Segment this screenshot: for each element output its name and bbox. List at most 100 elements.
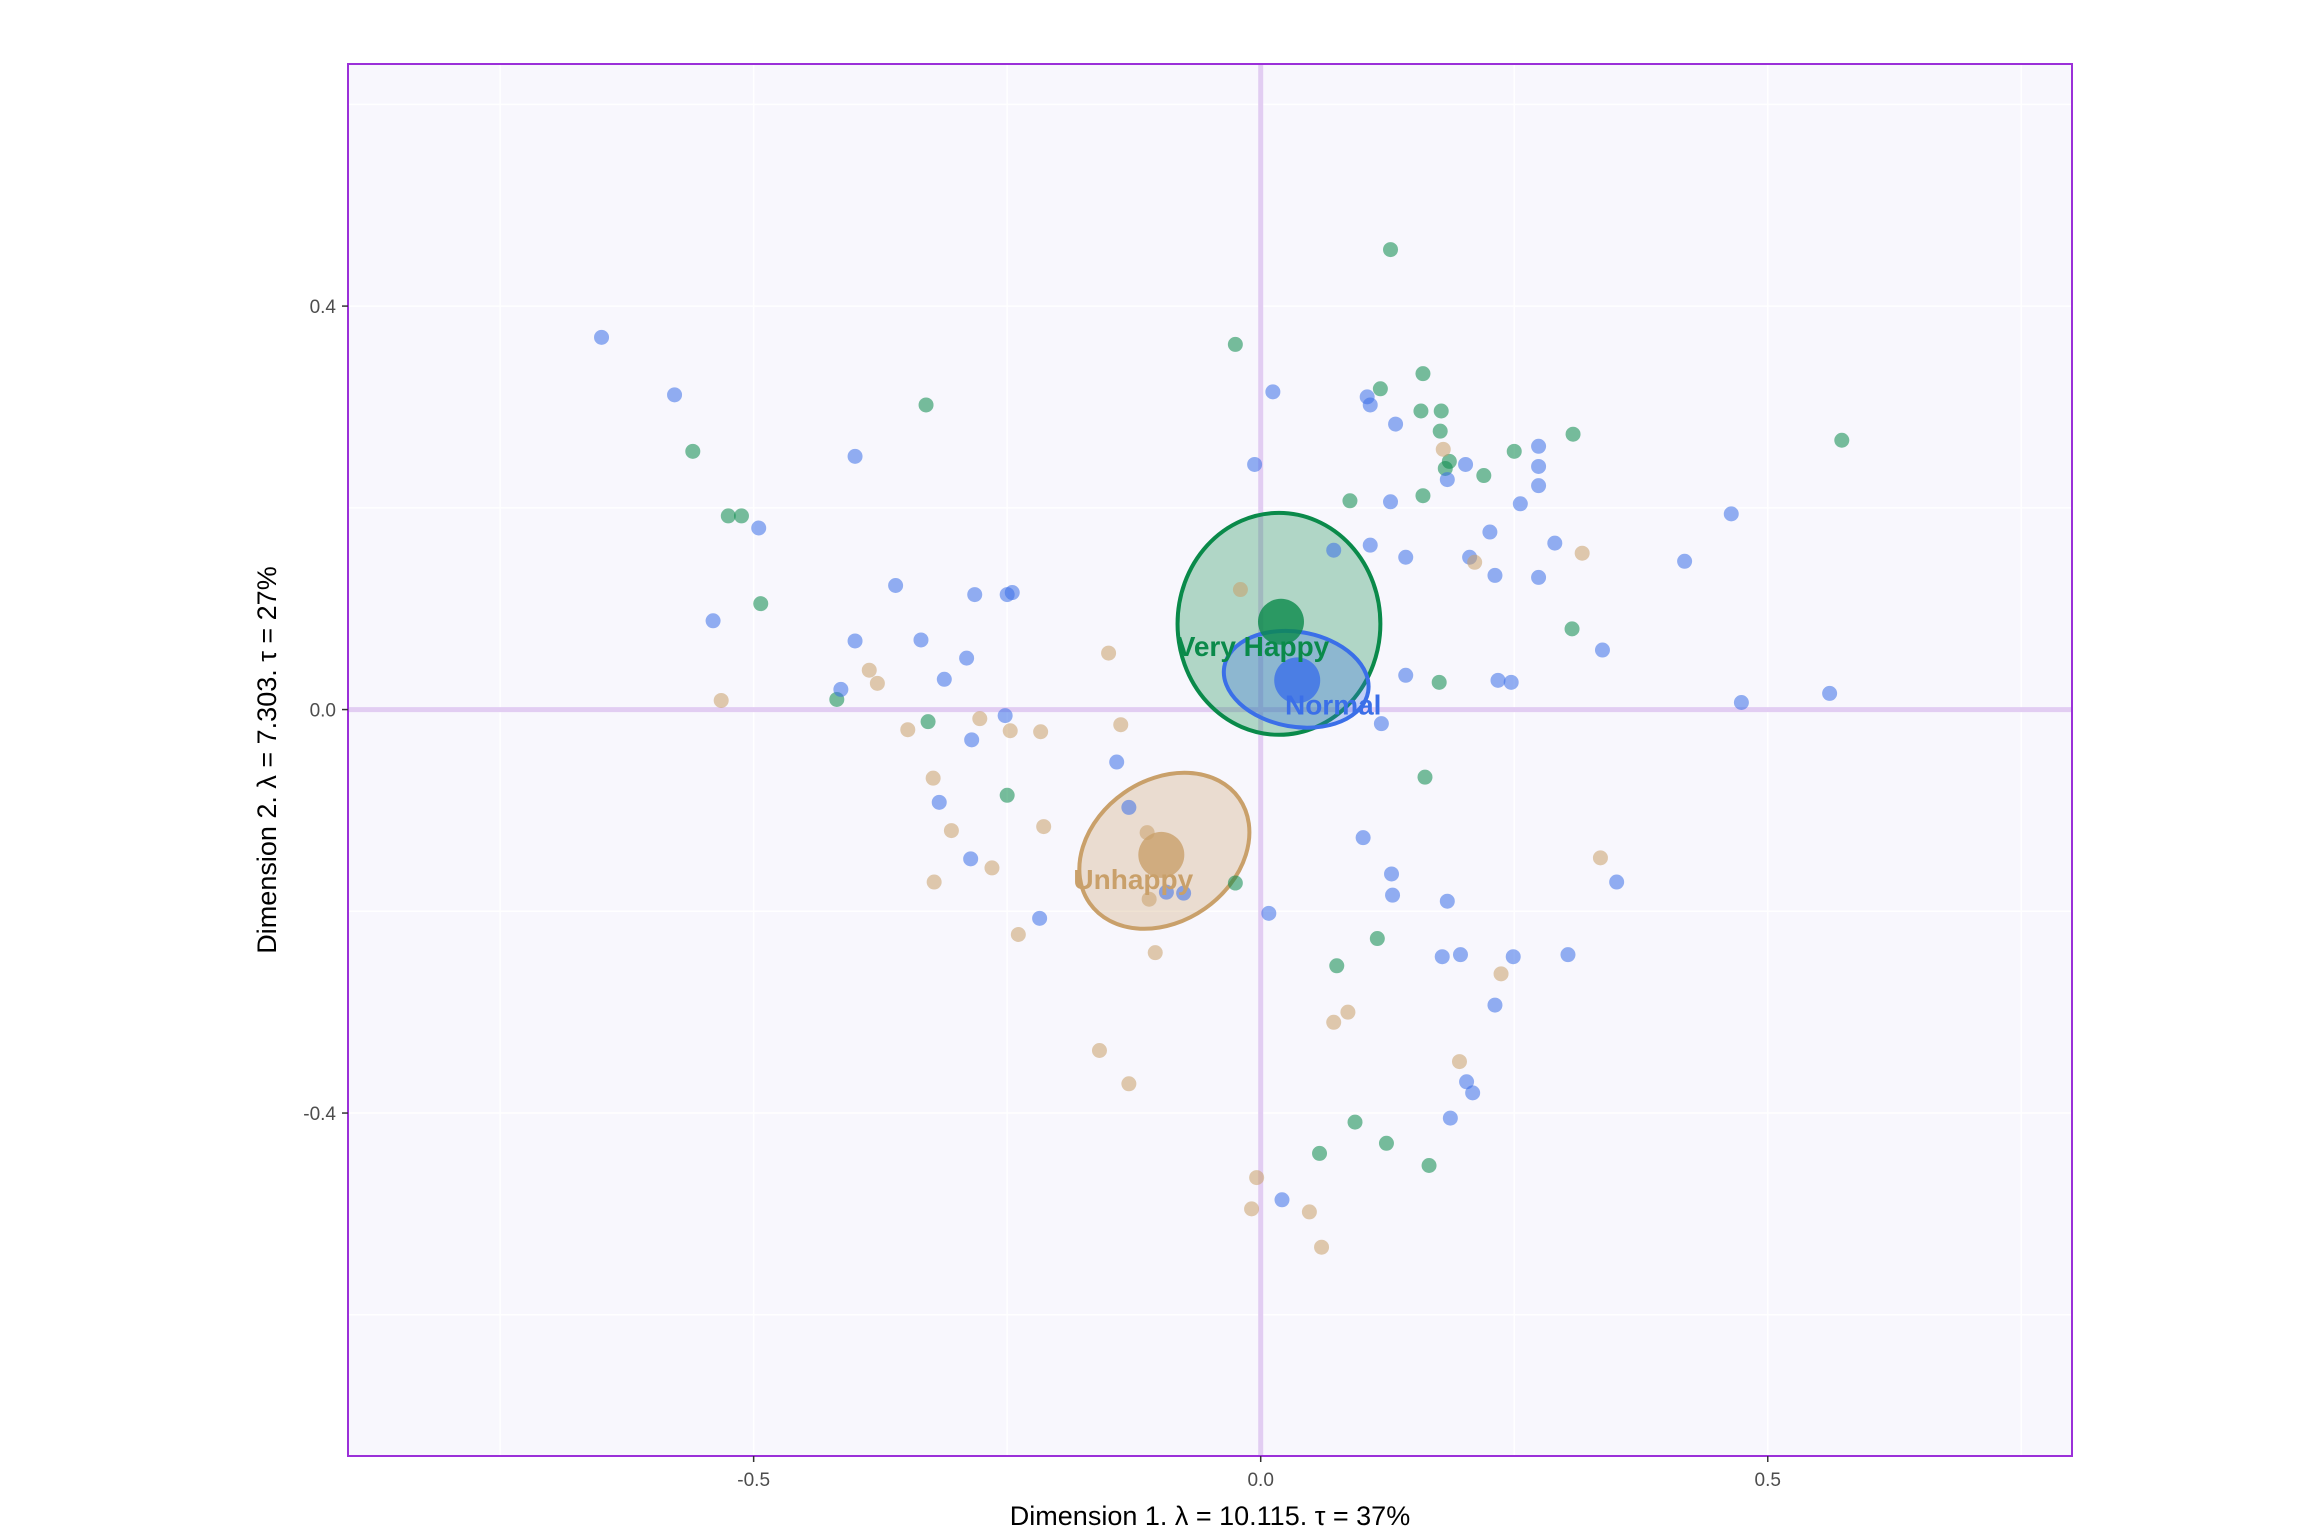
point-normal xyxy=(931,794,947,810)
point-normal xyxy=(1723,506,1739,522)
point-normal xyxy=(1398,549,1414,565)
point-very-happy xyxy=(753,596,769,612)
point-normal xyxy=(1490,672,1506,688)
point-unhappy xyxy=(1340,1004,1356,1020)
point-normal xyxy=(1487,997,1503,1013)
point-very-happy xyxy=(999,787,1015,803)
plot-panel xyxy=(348,64,2072,1456)
group-label-normal: Normal xyxy=(1285,689,1381,720)
point-unhappy xyxy=(1010,927,1026,943)
point-very-happy xyxy=(1413,403,1429,419)
y-axis-title: Dimension 2. λ = 7.303. τ = 27% xyxy=(252,566,282,953)
point-normal xyxy=(1326,542,1342,558)
point-unhappy xyxy=(1301,1204,1317,1220)
point-unhappy xyxy=(1314,1239,1330,1255)
point-very-happy xyxy=(1415,366,1431,382)
point-very-happy xyxy=(1227,336,1243,352)
point-unhappy xyxy=(1451,1054,1467,1070)
point-normal xyxy=(1362,397,1378,413)
point-unhappy xyxy=(713,692,729,708)
point-normal xyxy=(667,387,683,403)
point-very-happy xyxy=(1834,432,1850,448)
point-normal xyxy=(1355,830,1371,846)
point-unhappy xyxy=(1232,582,1248,598)
point-unhappy xyxy=(1249,1170,1265,1186)
point-unhappy xyxy=(943,823,959,839)
point-normal xyxy=(1609,874,1625,890)
point-normal xyxy=(1505,949,1521,965)
point-normal xyxy=(1158,884,1174,900)
point-normal xyxy=(705,613,721,629)
point-very-happy xyxy=(1383,242,1399,258)
point-unhappy xyxy=(1002,723,1018,739)
point-unhappy xyxy=(1435,441,1451,457)
point-very-happy xyxy=(1431,674,1447,690)
point-normal xyxy=(997,708,1013,724)
group-centroids xyxy=(1138,598,1321,878)
point-normal xyxy=(847,448,863,464)
x-axis-title: Dimension 1. λ = 10.115. τ = 37% xyxy=(1010,1501,1410,1531)
point-very-happy xyxy=(720,508,736,524)
point-normal xyxy=(1531,438,1547,454)
point-unhappy xyxy=(1033,724,1049,740)
point-normal xyxy=(1733,695,1749,711)
point-normal xyxy=(1452,947,1468,963)
point-unhappy xyxy=(984,860,1000,876)
point-unhappy xyxy=(1091,1043,1107,1059)
point-normal xyxy=(1384,866,1400,882)
point-normal xyxy=(963,851,979,867)
point-normal xyxy=(1176,885,1192,901)
y-tick-label: 0.0 xyxy=(310,701,336,722)
point-very-happy xyxy=(1476,468,1492,484)
x-tick-label: 0.5 xyxy=(1755,1470,1781,1491)
zero-lines xyxy=(348,64,2072,1456)
point-normal xyxy=(1373,716,1389,732)
point-normal xyxy=(1459,1074,1475,1090)
point-normal xyxy=(833,681,849,697)
point-very-happy xyxy=(920,714,936,730)
point-very-happy xyxy=(1421,1157,1437,1173)
point-normal xyxy=(1383,494,1399,510)
point-normal xyxy=(967,587,983,603)
point-normal xyxy=(1398,667,1414,683)
point-very-happy xyxy=(1369,931,1385,947)
point-normal xyxy=(847,633,863,649)
point-normal xyxy=(999,587,1015,603)
point-normal xyxy=(936,671,952,687)
y-tick-label: -0.4 xyxy=(303,1104,336,1125)
point-very-happy xyxy=(1432,423,1448,439)
point-normal xyxy=(1531,478,1547,494)
x-tick-label: 0.0 xyxy=(1247,1470,1273,1491)
point-normal xyxy=(1560,947,1576,963)
point-very-happy xyxy=(1342,493,1358,509)
point-normal xyxy=(1362,537,1378,553)
point-normal xyxy=(1531,458,1547,474)
point-normal xyxy=(751,520,767,536)
point-very-happy xyxy=(918,397,934,413)
point-very-happy xyxy=(1565,426,1581,442)
point-very-happy xyxy=(1433,403,1449,419)
point-normal xyxy=(1458,456,1474,472)
point-unhappy xyxy=(1574,545,1590,561)
point-normal xyxy=(1677,553,1693,569)
point-very-happy xyxy=(1417,769,1433,785)
point-normal xyxy=(1547,535,1563,551)
group-label-unhappy: Unhappy xyxy=(1073,864,1193,895)
point-normal xyxy=(1121,799,1137,815)
point-unhappy xyxy=(1493,966,1509,982)
panel-border xyxy=(347,63,2073,1457)
point-very-happy xyxy=(1347,1114,1363,1130)
point-unhappy xyxy=(1467,554,1483,570)
group-label-very-happy: Very Happy xyxy=(1177,631,1330,662)
point-normal xyxy=(1385,887,1401,903)
point-normal xyxy=(1594,642,1610,658)
point-unhappy xyxy=(1101,645,1117,661)
point-normal xyxy=(1442,1110,1458,1126)
point-normal xyxy=(964,732,980,748)
point-normal xyxy=(1265,384,1281,400)
point-normal xyxy=(1439,893,1455,909)
point-very-happy xyxy=(1227,875,1243,891)
point-unhappy xyxy=(1326,1014,1342,1030)
point-very-happy xyxy=(1329,958,1345,974)
y-axis-ticks: 0.4 0.0 -0.4 xyxy=(303,297,348,1125)
